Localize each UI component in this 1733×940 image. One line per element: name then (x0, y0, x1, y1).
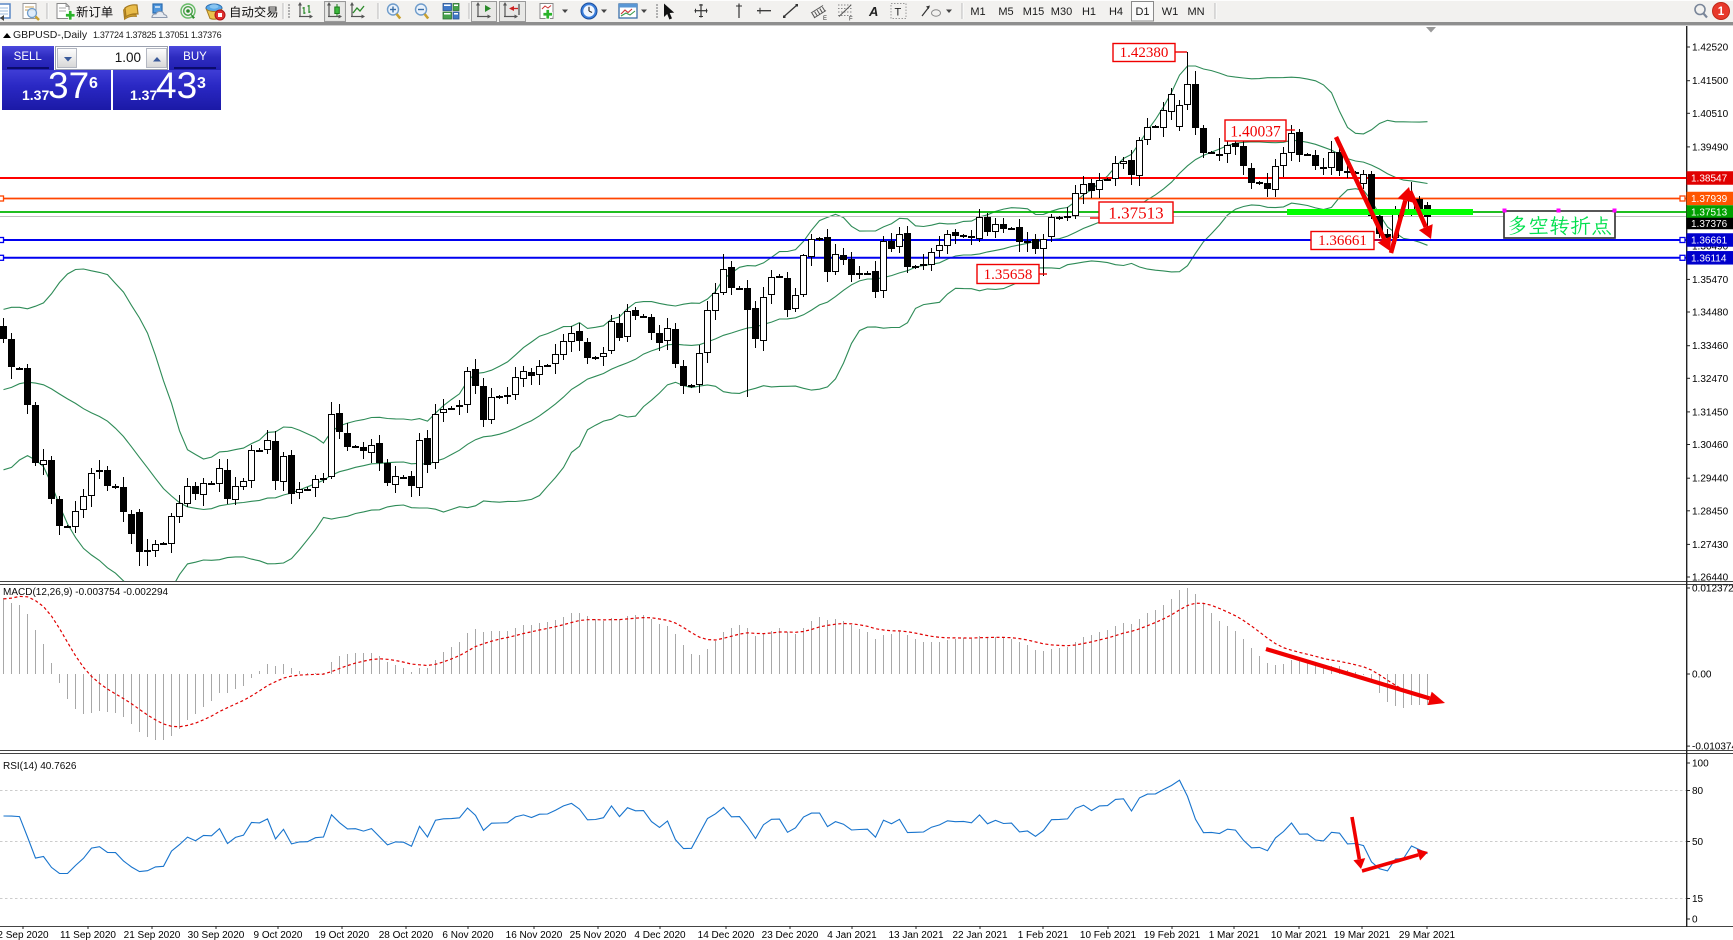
svg-text:1.36114: 1.36114 (1691, 253, 1727, 264)
svg-text:19 Feb 2021: 19 Feb 2021 (1144, 930, 1201, 940)
svg-text:D1: D1 (1135, 6, 1149, 18)
svg-text:1.30460: 1.30460 (1692, 440, 1729, 451)
svg-text:1.37376: 1.37376 (1691, 219, 1728, 230)
svg-text:4 Dec 2020: 4 Dec 2020 (634, 930, 686, 940)
svg-text:100: 100 (1692, 759, 1709, 770)
svg-text:29 Mar 2021: 29 Mar 2021 (1399, 930, 1456, 940)
svg-text:M15: M15 (1023, 6, 1044, 18)
svg-text:T: T (895, 7, 902, 19)
svg-text:9 Oct 2020: 9 Oct 2020 (254, 930, 303, 940)
svg-text:E: E (823, 16, 827, 22)
svg-text:1.37939: 1.37939 (1691, 194, 1728, 205)
svg-text:1.35658: 1.35658 (984, 267, 1033, 283)
svg-text:1.32470: 1.32470 (1692, 374, 1729, 385)
svg-text:1.40510: 1.40510 (1692, 109, 1729, 120)
svg-text:1.35470: 1.35470 (1692, 275, 1729, 286)
svg-text:H4: H4 (1109, 6, 1123, 18)
svg-text:1 Feb 2021: 1 Feb 2021 (1018, 930, 1069, 940)
svg-text:1.31450: 1.31450 (1692, 407, 1729, 418)
svg-text:M1: M1 (970, 6, 985, 18)
svg-text:A: A (868, 4, 878, 19)
svg-text:1.36661: 1.36661 (1691, 236, 1728, 247)
svg-text:1.27430: 1.27430 (1692, 540, 1729, 551)
svg-text:1.28450: 1.28450 (1692, 506, 1729, 517)
svg-text:1.36490: 1.36490 (1692, 241, 1729, 252)
svg-text:MN: MN (1187, 6, 1204, 18)
svg-text:1.40037: 1.40037 (1230, 124, 1281, 141)
svg-text:14 Dec 2020: 14 Dec 2020 (698, 930, 755, 940)
svg-text:10 Feb 2021: 10 Feb 2021 (1080, 930, 1137, 940)
svg-text:50: 50 (1692, 837, 1704, 848)
svg-text:19 Mar 2021: 19 Mar 2021 (1334, 930, 1391, 940)
svg-text:F: F (849, 17, 853, 23)
svg-text:80: 80 (1692, 786, 1704, 797)
svg-text:6 Nov 2020: 6 Nov 2020 (442, 930, 494, 940)
svg-text:4 Jan 2021: 4 Jan 2021 (827, 930, 877, 940)
svg-text:1.37513: 1.37513 (1691, 208, 1728, 219)
svg-text:-0.010374: -0.010374 (1692, 742, 1733, 753)
svg-text:25 Nov 2020: 25 Nov 2020 (570, 930, 627, 940)
svg-text:1.36661: 1.36661 (1318, 233, 1367, 249)
svg-text:1.33460: 1.33460 (1692, 341, 1729, 352)
svg-text:1.42520: 1.42520 (1692, 43, 1729, 54)
svg-text:11 Sep 2020: 11 Sep 2020 (60, 930, 116, 940)
svg-text:1: 1 (1718, 6, 1725, 18)
svg-text:1.37513: 1.37513 (1108, 204, 1163, 223)
svg-text:22 Jan 2021: 22 Jan 2021 (952, 930, 1007, 940)
svg-text:H1: H1 (1082, 6, 1096, 18)
svg-text:RSI(14) 40.7626: RSI(14) 40.7626 (3, 761, 77, 772)
svg-text:1.42380: 1.42380 (1120, 45, 1169, 61)
svg-text:1.29440: 1.29440 (1692, 474, 1729, 485)
svg-text:MACD(12,26,9) -0.003754 -0.002: MACD(12,26,9) -0.003754 -0.002294 (3, 587, 169, 598)
svg-text:M5: M5 (998, 6, 1013, 18)
svg-text:M30: M30 (1051, 6, 1072, 18)
svg-text:1 Mar 2021: 1 Mar 2021 (1209, 930, 1260, 940)
svg-text:1.39490: 1.39490 (1692, 142, 1729, 153)
svg-text:21 Sep 2020: 21 Sep 2020 (124, 930, 181, 940)
svg-text:0.00: 0.00 (1692, 670, 1712, 681)
svg-text:30 Sep 2020: 30 Sep 2020 (188, 930, 245, 940)
svg-text:23 Dec 2020: 23 Dec 2020 (762, 930, 819, 940)
svg-text:0: 0 (1692, 915, 1698, 926)
svg-text:16 Nov 2020: 16 Nov 2020 (506, 930, 563, 940)
svg-text:0.012372: 0.012372 (1692, 584, 1733, 595)
svg-text:1.38547: 1.38547 (1691, 174, 1728, 185)
svg-text:2 Sep 2020: 2 Sep 2020 (0, 930, 49, 940)
svg-text:28 Oct 2020: 28 Oct 2020 (379, 930, 434, 940)
svg-text:1.34480: 1.34480 (1692, 308, 1729, 319)
svg-text:1.26440: 1.26440 (1692, 573, 1729, 584)
svg-text:1.41500: 1.41500 (1692, 76, 1729, 87)
svg-text:10 Mar 2021: 10 Mar 2021 (1271, 930, 1328, 940)
svg-text:19 Oct 2020: 19 Oct 2020 (315, 930, 370, 940)
svg-text:W1: W1 (1162, 6, 1179, 18)
svg-text:15: 15 (1692, 894, 1704, 905)
svg-text:13 Jan 2021: 13 Jan 2021 (888, 930, 943, 940)
